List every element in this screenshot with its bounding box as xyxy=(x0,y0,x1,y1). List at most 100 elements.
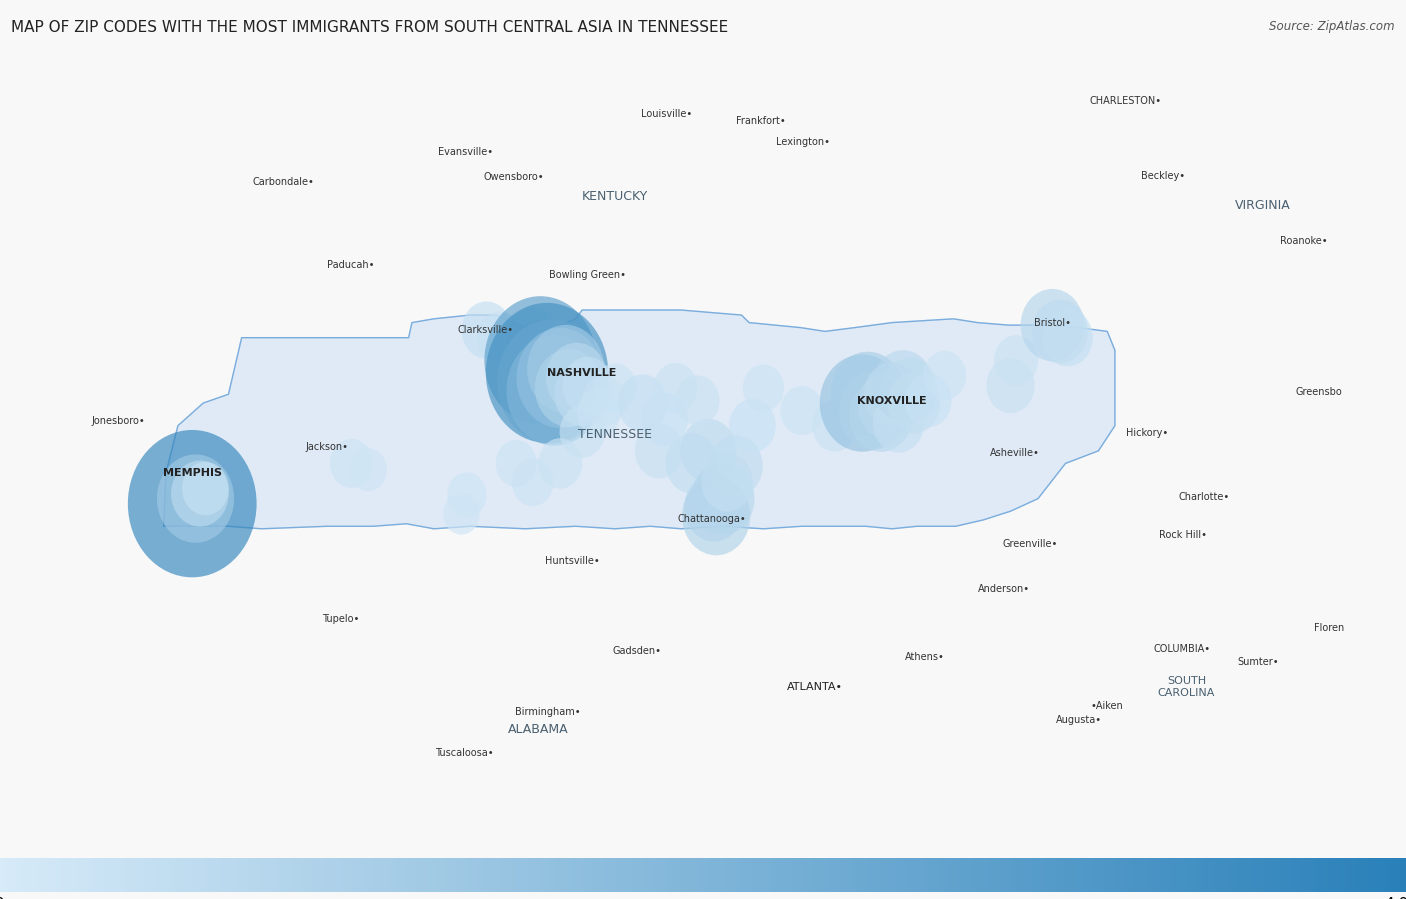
Text: KENTUCKY: KENTUCKY xyxy=(582,191,648,203)
Text: CHARLESTON•: CHARLESTON• xyxy=(1090,96,1161,106)
Circle shape xyxy=(873,394,924,453)
Circle shape xyxy=(924,351,966,400)
Text: Augusta•: Augusta• xyxy=(1056,715,1102,725)
Text: MEMPHIS: MEMPHIS xyxy=(163,468,222,478)
Circle shape xyxy=(641,393,688,446)
Text: Roanoke•: Roanoke• xyxy=(1279,236,1327,246)
Text: MAP OF ZIP CODES WITH THE MOST IMMIGRANTS FROM SOUTH CENTRAL ASIA IN TENNESSEE: MAP OF ZIP CODES WITH THE MOST IMMIGRANT… xyxy=(11,20,728,35)
Text: Birmingham•: Birmingham• xyxy=(516,708,581,717)
Circle shape xyxy=(534,349,603,427)
Circle shape xyxy=(709,435,763,496)
Text: Rock Hill•: Rock Hill• xyxy=(1159,530,1206,540)
Circle shape xyxy=(181,462,229,515)
Text: Jonesboro•: Jonesboro• xyxy=(91,415,145,425)
Circle shape xyxy=(593,363,637,413)
Circle shape xyxy=(882,358,938,423)
Circle shape xyxy=(461,301,512,359)
Circle shape xyxy=(172,460,229,527)
Circle shape xyxy=(617,374,668,432)
Text: Paducah•: Paducah• xyxy=(326,260,374,270)
Circle shape xyxy=(987,358,1035,413)
Text: Jackson•: Jackson• xyxy=(307,442,349,452)
Text: KNOXVILLE: KNOXVILLE xyxy=(858,396,927,405)
Text: Source: ZipAtlas.com: Source: ZipAtlas.com xyxy=(1270,20,1395,32)
Text: Clarksville•: Clarksville• xyxy=(457,325,513,335)
Circle shape xyxy=(730,399,776,452)
Text: Frankfort•: Frankfort• xyxy=(737,117,786,127)
Text: Gadsden•: Gadsden• xyxy=(613,645,662,655)
Text: Evansville•: Evansville• xyxy=(439,147,494,156)
Text: Huntsville•: Huntsville• xyxy=(546,556,600,566)
Circle shape xyxy=(849,379,912,452)
Text: Lexington•: Lexington• xyxy=(776,137,830,147)
Circle shape xyxy=(636,423,683,478)
Circle shape xyxy=(349,448,387,492)
Circle shape xyxy=(477,312,523,363)
Circle shape xyxy=(692,462,755,535)
Text: Louisville•: Louisville• xyxy=(641,109,692,119)
Circle shape xyxy=(485,296,596,424)
Circle shape xyxy=(675,375,720,426)
Circle shape xyxy=(994,335,1038,386)
Circle shape xyxy=(443,493,479,535)
Circle shape xyxy=(506,307,560,368)
Text: Bristol•: Bristol• xyxy=(1033,317,1071,327)
Circle shape xyxy=(512,458,554,506)
Text: Chattanooga•: Chattanooga• xyxy=(678,513,747,524)
Circle shape xyxy=(447,472,486,517)
Text: Charlotte•: Charlotte• xyxy=(1178,493,1229,503)
Circle shape xyxy=(839,371,907,450)
Circle shape xyxy=(1043,309,1092,367)
Circle shape xyxy=(1021,289,1084,361)
Circle shape xyxy=(496,440,537,487)
Circle shape xyxy=(905,374,952,427)
Text: NASHVILLE: NASHVILLE xyxy=(547,368,617,378)
Circle shape xyxy=(498,320,606,444)
Circle shape xyxy=(560,406,605,458)
Circle shape xyxy=(516,328,605,428)
Circle shape xyxy=(780,386,824,435)
Circle shape xyxy=(582,375,626,426)
Circle shape xyxy=(813,400,858,451)
Text: SOUTH
CAROLINA: SOUTH CAROLINA xyxy=(1157,676,1215,698)
Circle shape xyxy=(506,335,603,446)
Text: Anderson•: Anderson• xyxy=(979,584,1031,594)
Circle shape xyxy=(330,439,373,488)
Text: Owensboro•: Owensboro• xyxy=(484,172,544,182)
Circle shape xyxy=(702,453,754,512)
Circle shape xyxy=(858,371,917,440)
Circle shape xyxy=(685,473,744,541)
Text: Greenville•: Greenville• xyxy=(1002,539,1059,549)
Text: Tupelo•: Tupelo• xyxy=(322,614,359,624)
Text: Hickory•: Hickory• xyxy=(1126,428,1168,438)
Circle shape xyxy=(527,325,605,414)
Circle shape xyxy=(682,477,751,556)
Circle shape xyxy=(887,373,941,433)
Polygon shape xyxy=(163,310,1115,529)
Circle shape xyxy=(665,433,718,494)
Circle shape xyxy=(554,362,610,426)
Text: Tuscaloosa•: Tuscaloosa• xyxy=(436,748,494,758)
Text: Asheville•: Asheville• xyxy=(990,449,1040,458)
Text: •Aiken: •Aiken xyxy=(1091,701,1123,711)
Circle shape xyxy=(128,430,257,577)
Circle shape xyxy=(1032,299,1088,363)
Circle shape xyxy=(742,364,785,412)
Circle shape xyxy=(546,343,607,414)
Text: Carbondale•: Carbondale• xyxy=(253,177,315,187)
Circle shape xyxy=(486,303,609,443)
Text: Athens•: Athens• xyxy=(905,652,945,662)
Text: Beckley•: Beckley• xyxy=(1142,171,1185,181)
Circle shape xyxy=(157,455,235,543)
Circle shape xyxy=(578,388,620,438)
Circle shape xyxy=(562,357,613,414)
Circle shape xyxy=(820,354,905,451)
Text: Sumter•: Sumter• xyxy=(1237,657,1278,667)
Circle shape xyxy=(515,320,562,376)
Text: Bowling Green•: Bowling Green• xyxy=(550,270,626,280)
Circle shape xyxy=(654,363,697,414)
Text: ALABAMA: ALABAMA xyxy=(508,724,568,736)
Circle shape xyxy=(865,362,920,426)
Text: TENNESSEE: TENNESSEE xyxy=(578,428,652,441)
Text: Floren: Floren xyxy=(1315,623,1344,633)
